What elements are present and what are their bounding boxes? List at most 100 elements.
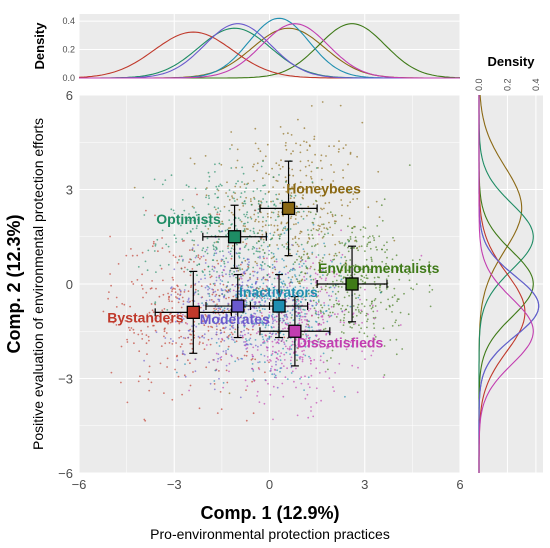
scatter-point	[145, 291, 148, 294]
scatter-point	[366, 326, 368, 329]
scatter-point	[266, 356, 269, 358]
scatter-point	[186, 232, 189, 235]
scatter-point	[373, 327, 376, 329]
scatter-point	[308, 386, 311, 389]
scatter-point	[249, 278, 252, 281]
scatter-point	[242, 319, 245, 322]
scatter-point	[322, 223, 325, 226]
scatter-point	[290, 372, 293, 374]
top-density-tick-label: 0.4	[62, 16, 75, 26]
scatter-point	[204, 225, 207, 228]
scatter-point	[173, 268, 176, 271]
scatter-point	[252, 270, 254, 273]
scatter-point	[228, 370, 230, 373]
scatter-point	[247, 265, 250, 268]
scatter-point	[254, 209, 257, 212]
scatter-point	[233, 200, 236, 202]
scatter-point	[365, 258, 368, 261]
scatter-point	[228, 271, 231, 273]
scatter-point	[357, 309, 360, 311]
scatter-point	[255, 332, 258, 335]
scatter-point	[230, 211, 233, 214]
scatter-point	[348, 217, 351, 220]
scatter-point	[320, 230, 323, 233]
scatter-point	[215, 252, 218, 255]
scatter-point	[315, 301, 318, 304]
scatter-point	[188, 261, 191, 263]
scatter-point	[305, 336, 308, 338]
scatter-point	[229, 275, 231, 278]
scatter-point	[275, 333, 277, 336]
scatter-point	[181, 240, 184, 242]
scatter-point	[121, 302, 124, 305]
scatter-point	[216, 412, 219, 414]
scatter-point	[276, 353, 279, 355]
scatter-point	[261, 333, 263, 336]
scatter-point	[211, 288, 214, 291]
scatter-point	[222, 255, 225, 257]
scatter-point	[148, 311, 151, 314]
scatter-point	[300, 259, 303, 262]
scatter-point	[312, 343, 314, 346]
scatter-point	[311, 161, 313, 164]
scatter-point	[361, 280, 364, 283]
scatter-point	[267, 382, 269, 385]
scatter-point	[225, 364, 228, 367]
scatter-point	[321, 316, 324, 318]
scatter-point	[167, 298, 170, 300]
y-tick-label: 3	[66, 183, 73, 198]
scatter-point	[309, 274, 312, 277]
scatter-point	[289, 353, 291, 355]
scatter-point	[222, 323, 224, 325]
scatter-point	[325, 277, 327, 280]
scatter-point	[329, 315, 332, 318]
scatter-point	[175, 342, 178, 344]
scatter-point	[219, 391, 222, 393]
scatter-point	[272, 200, 274, 203]
scatter-point	[299, 144, 302, 147]
scatter-point	[364, 250, 366, 253]
scatter-point	[228, 392, 231, 395]
scatter-point	[243, 200, 246, 202]
scatter-point	[137, 380, 140, 383]
scatter-point	[193, 207, 195, 209]
scatter-point	[257, 147, 260, 150]
scatter-point	[326, 359, 328, 362]
scatter-point	[325, 269, 327, 272]
scatter-point	[291, 168, 294, 171]
scatter-point	[230, 336, 233, 338]
scatter-point	[339, 345, 342, 348]
scatter-point	[245, 301, 248, 304]
scatter-point	[314, 309, 317, 312]
scatter-point	[319, 276, 321, 278]
scatter-point	[320, 207, 322, 210]
scatter-point	[189, 157, 192, 160]
scatter-point	[301, 265, 303, 267]
scatter-point	[331, 213, 334, 216]
scatter-point	[335, 188, 338, 191]
scatter-point	[220, 358, 223, 361]
scatter-point	[141, 333, 144, 335]
scatter-point	[258, 306, 261, 309]
scatter-point	[310, 265, 312, 268]
scatter-point	[316, 243, 319, 245]
scatter-point	[226, 381, 229, 384]
scatter-point	[281, 229, 284, 232]
scatter-point	[187, 336, 190, 339]
scatter-point	[265, 379, 267, 382]
scatter-point	[245, 389, 247, 391]
scatter-point	[395, 338, 398, 341]
scatter-point	[397, 324, 400, 327]
scatter-point	[305, 333, 307, 335]
scatter-point	[281, 382, 284, 385]
scatter-point	[273, 368, 276, 371]
scatter-point	[238, 255, 240, 257]
scatter-point	[279, 319, 282, 322]
scatter-point	[284, 323, 287, 325]
scatter-point	[170, 174, 173, 177]
scatter-point	[249, 337, 252, 340]
x-tick-label: 3	[361, 477, 368, 492]
scatter-point	[244, 215, 247, 218]
scatter-point	[316, 302, 318, 305]
scatter-point	[110, 284, 112, 287]
